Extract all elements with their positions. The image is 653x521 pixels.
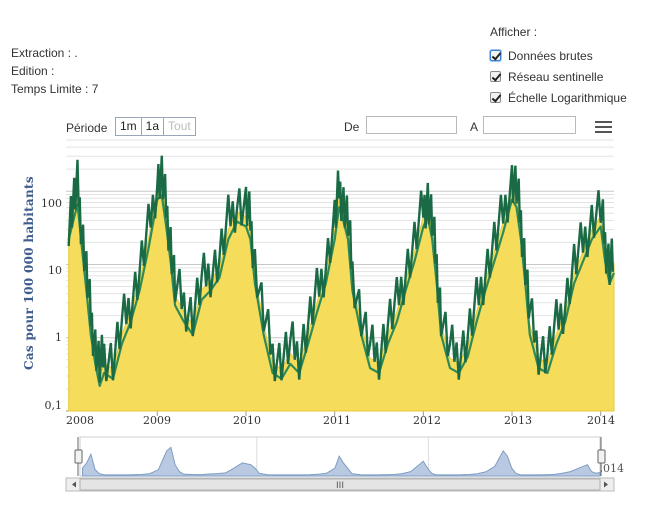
to-label: A (470, 120, 479, 134)
edition-text: Edition : (11, 64, 55, 78)
right-range-handle[interactable] (597, 449, 606, 464)
x-tick-label: 2014 (587, 414, 615, 427)
range-1a-button[interactable]: 1a (141, 118, 165, 135)
x-tick-label: 2013 (504, 414, 532, 427)
periode-label: Période (66, 121, 108, 135)
navigator-area (81, 446, 601, 477)
hamburger-menu-icon[interactable] (595, 121, 612, 134)
scrollbar-grip: III (336, 481, 344, 491)
x-tick-label: 2008 (66, 414, 94, 427)
extraction-info: Extraction : . Edition : Temps Limite : … (11, 44, 98, 98)
extraction-text: Extraction : . (11, 46, 78, 60)
from-label: De (344, 120, 360, 134)
donnees-brutes-label: Données brutes (508, 48, 593, 63)
x-tick-label: 2010 (233, 414, 261, 427)
range-selector: 1m 1a Tout (115, 117, 196, 136)
navigator-tick-label: 2014 (596, 462, 624, 475)
y-tick-label: 0,1 (44, 399, 63, 412)
donnees-brutes-checkbox[interactable] (490, 50, 501, 61)
display-options: Afficher : Données brutes Réseau sentine… (490, 25, 627, 108)
options-title: Afficher : (490, 25, 538, 39)
range-tout-button[interactable]: Tout (164, 118, 195, 135)
x-tick-label: 2009 (143, 414, 171, 427)
y-tick-label: 10 (48, 264, 62, 277)
scrollbar-thumb[interactable] (79, 478, 601, 491)
plot-area (67, 155, 616, 412)
option-donnees-brutes[interactable]: Données brutes (490, 45, 627, 66)
to-date-input[interactable] (483, 116, 576, 134)
scroll-right-arrow-icon[interactable] (604, 481, 608, 488)
reseau-sentinelle-label: Réseau sentinelle (508, 69, 604, 84)
option-echelle-log[interactable]: Échelle Logarithmique (490, 87, 627, 108)
from-date-input[interactable] (366, 116, 457, 134)
range-1m-button[interactable]: 1m (116, 118, 142, 135)
x-tick-label: 2012 (413, 414, 441, 427)
temps-limite-text: Temps Limite : 7 (11, 82, 99, 96)
x-tick-label: 2011 (323, 414, 351, 427)
option-reseau-sentinelle[interactable]: Réseau sentinelle (490, 66, 627, 87)
echelle-log-label: Échelle Logarithmique (508, 90, 627, 105)
scroll-left-arrow-icon[interactable] (72, 481, 76, 488)
left-range-handle[interactable] (74, 449, 83, 464)
navigator: III (65, 436, 615, 492)
y-tick-label: 100 (41, 197, 62, 210)
raw-data-line (67, 155, 615, 383)
y-tick-label: 1 (55, 331, 62, 344)
reseau-sentinelle-checkbox[interactable] (490, 71, 501, 82)
echelle-log-checkbox[interactable] (490, 92, 501, 103)
